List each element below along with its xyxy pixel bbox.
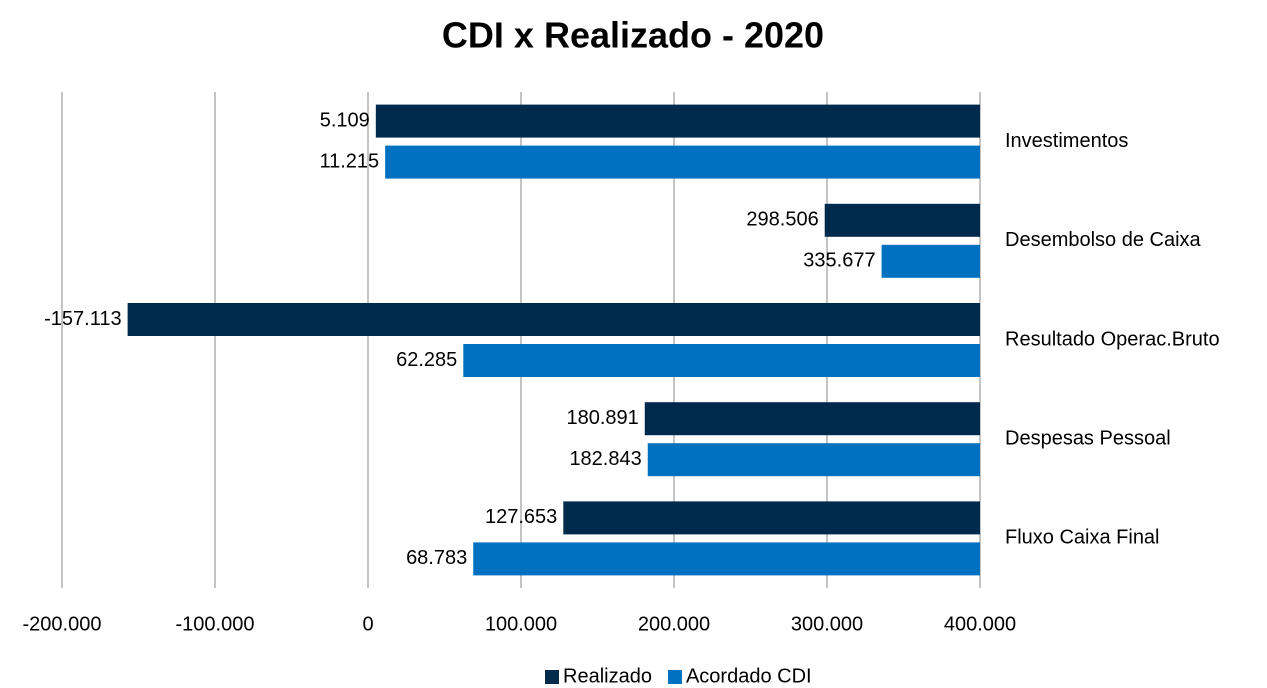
data-label: 68.783: [406, 547, 467, 569]
bar: [463, 344, 981, 377]
data-label: -157.113: [44, 308, 121, 330]
x-tick-label: 200.000: [638, 613, 710, 635]
x-tick-label: -100.000: [176, 613, 255, 635]
legend-label: Acordado CDI: [686, 665, 812, 687]
data-label: 127.653: [485, 506, 557, 528]
category-label: Fluxo Caixa Final: [1005, 527, 1160, 549]
bar: [881, 244, 980, 278]
data-label: 182.843: [569, 448, 641, 470]
bar: [127, 303, 980, 336]
category-label: Investimentos: [1005, 130, 1128, 152]
bar: [563, 501, 980, 535]
legend-swatch: [667, 670, 682, 684]
bar: [824, 203, 980, 237]
legend-swatch: [545, 670, 559, 684]
x-tick-label: -200.000: [23, 613, 102, 635]
x-tick-label: 300.000: [791, 613, 863, 635]
x-tick-label: 100.000: [485, 613, 557, 635]
data-label: 180.891: [566, 407, 638, 429]
category-label: Desembolso de Caixa: [1005, 229, 1202, 251]
bar: [647, 443, 980, 477]
data-label: 298.506: [746, 209, 818, 231]
bar: [385, 145, 980, 179]
data-label: 5.109: [320, 109, 370, 131]
bar: [473, 542, 980, 576]
data-label: 335.677: [803, 250, 875, 272]
category-label: Despesas Pessoal: [1005, 427, 1171, 449]
legend-label: Realizado: [563, 665, 652, 687]
chart-title: CDI x Realizado - 2020: [442, 15, 824, 56]
category-label: Resultado Operac.Bruto: [1005, 328, 1220, 350]
bar: [375, 104, 980, 138]
data-label: 62.285: [396, 349, 457, 371]
data-label: 11.215: [319, 150, 379, 172]
x-tick-label: 400.000: [944, 613, 1016, 635]
bar: [644, 402, 980, 436]
x-tick-label: 0: [362, 613, 373, 635]
